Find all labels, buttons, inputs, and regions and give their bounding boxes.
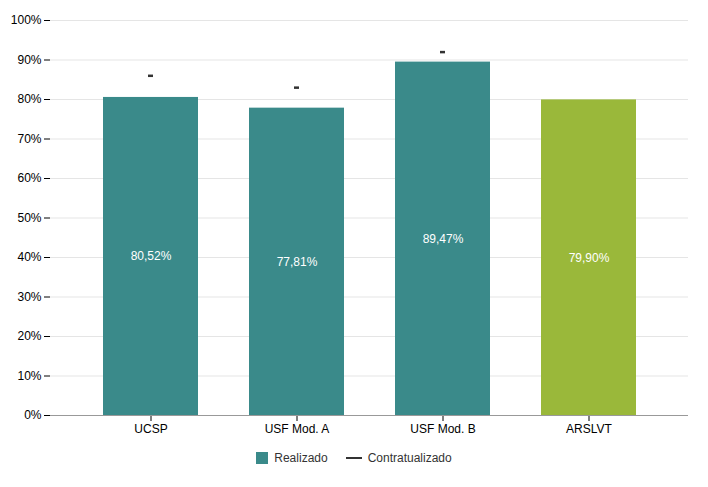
svg-text:50%: 50% — [17, 211, 41, 225]
svg-text:77,81%: 77,81% — [277, 255, 318, 269]
svg-text:90%: 90% — [17, 53, 41, 67]
svg-text:UCSP: UCSP — [134, 422, 167, 436]
svg-text:10%: 10% — [17, 369, 41, 383]
svg-text:89,47%: 89,47% — [423, 232, 464, 246]
svg-text:USF Mod. A: USF Mod. A — [265, 422, 330, 436]
svg-text:ARSLVT: ARSLVT — [566, 422, 612, 436]
svg-text:80%: 80% — [17, 92, 41, 106]
svg-text:40%: 40% — [17, 250, 41, 264]
html-text:Realizado: Realizado — [274, 451, 328, 465]
svg-text:30%: 30% — [17, 290, 41, 304]
svg-text:79,90%: 79,90% — [569, 251, 610, 265]
svg-text:80,52%: 80,52% — [131, 249, 172, 263]
svg-text:0%: 0% — [24, 408, 42, 422]
svg-text:USF Mod. B: USF Mod. B — [410, 422, 475, 436]
html-text:Contratualizado: Contratualizado — [367, 451, 452, 465]
svg-text:100%: 100% — [11, 13, 42, 27]
svg-text:60%: 60% — [17, 171, 41, 185]
svg-text:70%: 70% — [17, 132, 41, 146]
svg-text:20%: 20% — [17, 329, 41, 343]
